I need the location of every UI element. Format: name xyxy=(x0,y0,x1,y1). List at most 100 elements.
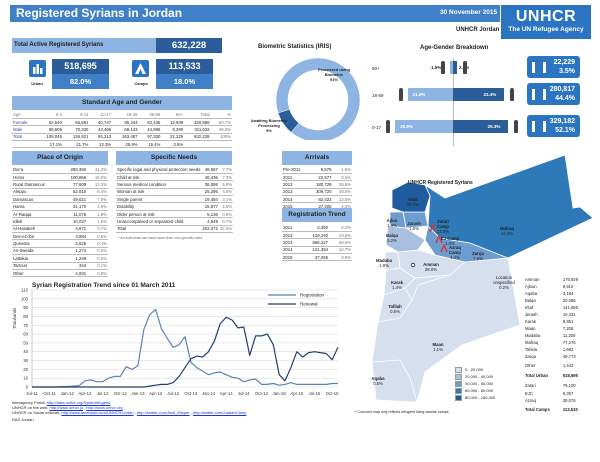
governorate-row: Total Urban 518,695 xyxy=(524,370,586,380)
count: 1,274 xyxy=(61,247,88,256)
age-total-value: 329,182 xyxy=(549,118,575,125)
map-region-irbid xyxy=(391,181,431,213)
pct: 0.6% xyxy=(87,232,108,241)
origin-row: Aleppo 52,810 8.4% xyxy=(12,188,108,197)
female-pct: 21.0% xyxy=(412,92,426,97)
footer-link[interactable]: http://twitter.com/Andi_Harper xyxy=(136,410,190,415)
year: 2013 xyxy=(282,238,301,247)
map-label-pct: 1.8% xyxy=(379,263,389,268)
location: Balqa xyxy=(525,298,536,303)
row-total: 320,586 xyxy=(184,118,211,127)
pct: 4.0% xyxy=(218,188,234,197)
logo-main: UNHCR xyxy=(515,8,577,25)
x-tick-label: Jul-13 xyxy=(167,391,179,396)
pct: 0.8% xyxy=(87,269,108,278)
title-bar xyxy=(10,5,500,22)
map-region-ajlun xyxy=(389,211,407,229)
need-row: Unaccompanied or separated child 4,649 0.7… xyxy=(116,217,234,226)
registration-row: 2012 129,340 13.5% xyxy=(282,231,352,240)
footer-link-label: Interagency Portal: xyxy=(12,400,46,405)
camps-value: 113,533 xyxy=(156,59,213,74)
count: 113,533 xyxy=(562,406,578,412)
footer-link[interactable]: http://twitter.com/ZaatariCamp xyxy=(193,410,247,415)
count: 11,076 xyxy=(61,210,88,219)
governorate: Damascus xyxy=(12,195,62,204)
count: 49,021 xyxy=(61,195,88,204)
location: Zatari xyxy=(525,382,536,388)
office-name: UNHCR Jordan xyxy=(456,27,500,33)
registration-trend-table: 2011 2,360 0.2% 2012 129,340 13.5% 2013 665,227… xyxy=(282,224,352,262)
count: 309,720 xyxy=(308,188,333,197)
female-person-icon xyxy=(398,88,403,101)
pct: 7.8% xyxy=(87,195,108,204)
origin-row: Dar'a 280,350 44.3% xyxy=(12,166,108,174)
origin-row: Ar-Raqqa 11,076 1.8% xyxy=(12,210,108,219)
count: 7,206 xyxy=(562,326,574,331)
footer-link[interactable]: http://www.unhcr.org xyxy=(86,405,123,410)
governorate-row: Balqa 20,055 xyxy=(524,297,586,304)
map-note: * Coloured map only reflects refugees li… xyxy=(355,410,450,414)
age-gender-table-header: Standard Age and Gender xyxy=(12,96,232,110)
camps-caption: Camps xyxy=(134,81,148,86)
y-tick-label: 30 xyxy=(23,358,28,363)
age-total-text: 22,229 3.5% xyxy=(554,58,575,76)
map-label-name: Location unspecified xyxy=(493,275,515,285)
pct: 1.8% xyxy=(87,210,108,219)
column-header: 60+ xyxy=(161,111,185,119)
count: 52,810 xyxy=(61,188,88,197)
governorate-table: Amman 176,929 Ajloun 8,910 Aqaba 3,184 Balqa 20… xyxy=(524,276,586,414)
count: 8,910 xyxy=(562,284,574,289)
count: 11,200 xyxy=(562,333,576,338)
arrivals-table: Pre-2011 9,575 1.5% 2011 22,577 3.6% 2012 180,7… xyxy=(282,166,352,211)
processed-label: Processed using Biometric xyxy=(317,67,350,77)
map-label-pct: 1.0% xyxy=(445,241,455,246)
column-header: 12-17 xyxy=(89,111,113,119)
row-label: Total xyxy=(12,133,37,142)
male-person-icon xyxy=(463,61,468,74)
map-legend: 0 - 20,000 20,000 - 40,000 40,000 - 60,000… xyxy=(455,366,495,401)
governorate-row: EJC 6,357 xyxy=(524,390,586,397)
year: 2014 xyxy=(282,246,301,255)
count: 77,609 xyxy=(61,180,88,189)
pct: 0.2% xyxy=(87,254,108,263)
map-label: Karak 1.4% xyxy=(385,280,409,290)
x-tick-label: Apr-14 xyxy=(220,391,234,396)
location: Other xyxy=(525,362,536,368)
count: 3,884 xyxy=(61,232,88,241)
row-pct: 100% xyxy=(210,133,232,142)
pct: 0.2% xyxy=(329,224,352,232)
origin-row: Other 4,931 0.8% xyxy=(12,269,108,278)
need-row: Child at risk 46,436 7.3% xyxy=(116,173,234,182)
legend-swatch xyxy=(455,394,462,401)
male-bar xyxy=(453,61,458,74)
pct: 12.7% xyxy=(329,246,352,255)
count: 4,671 xyxy=(61,225,88,234)
map-label-name: Azraq Camp xyxy=(449,245,461,255)
footer-link[interactable]: http://data.unhcr.org/Syrianrefugees xyxy=(46,400,111,405)
pct: 16.0% xyxy=(87,173,108,182)
age-group-label: 18-59 xyxy=(372,93,384,98)
year: 2012 xyxy=(282,180,309,189)
y-tick-label: 20 xyxy=(23,367,28,372)
pct: 1.6% xyxy=(87,217,108,226)
age-gender-table: Age 0-4 5-11 12-17 18-35 36-59 60+ Total% Female… xyxy=(12,111,232,149)
legend-label: 80,000 - 180,000 xyxy=(465,395,496,400)
count: 22,577 xyxy=(308,173,333,182)
pct: 3.1% xyxy=(218,195,234,204)
governorate-row: Amman 176,929 xyxy=(524,276,586,283)
pct: 7.7% xyxy=(218,166,234,174)
location: Total Urban xyxy=(525,372,548,378)
series-line-renewal xyxy=(32,316,339,388)
footer-link[interactable]: http://www.facebook.com/UNHCRJordan xyxy=(61,410,134,415)
pct: 49.0% xyxy=(332,188,352,197)
origin-row: Deir-ez-Zor 3,884 0.6% xyxy=(12,232,108,241)
year: 2015 xyxy=(282,253,301,262)
governorate: Lattakia xyxy=(12,254,62,263)
camp-marker-icon xyxy=(429,223,437,233)
location: Mafraq xyxy=(525,340,539,345)
age-total-value: 280,817 xyxy=(549,86,575,93)
map-label: Aqaba 0.5% xyxy=(366,376,390,386)
need: Woman at risk xyxy=(116,188,202,197)
footer-link-label: UNHCR on the web: xyxy=(12,405,49,410)
footer-link[interactable]: http://www.unhcr.jo xyxy=(49,405,83,410)
